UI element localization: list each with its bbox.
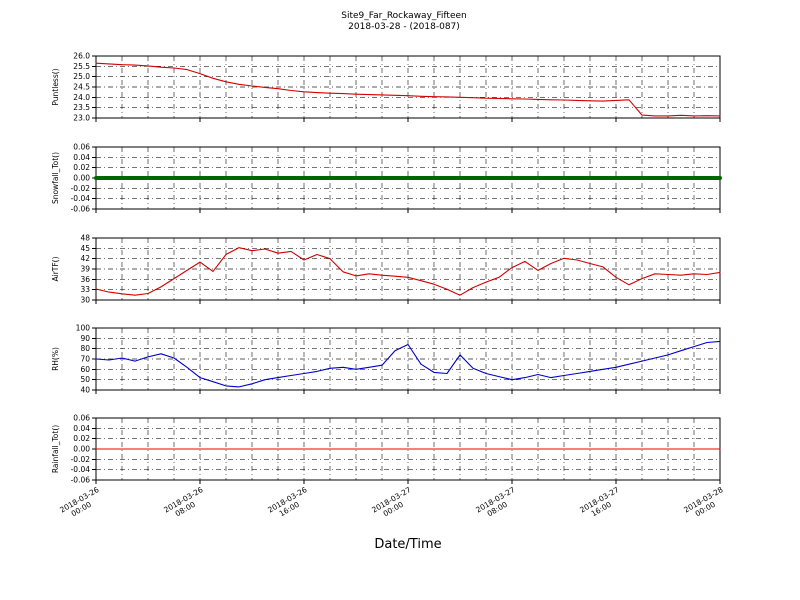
y-axis-label: AirTF()	[51, 256, 60, 281]
rainfall-tot-panel: 0.060.040.02 0.00-0.02-0.04 -0.06 Rainfall_…	[51, 414, 725, 519]
chart-subtitle: 2018-03-28 - (2018-087)	[348, 22, 460, 32]
y-tick-label: 0.04	[73, 424, 90, 433]
y-tick-label: 60	[80, 365, 90, 374]
y-tick-label: 36	[80, 275, 90, 284]
y-tick-label: 48	[80, 234, 90, 243]
y-axis-label: Snowfall_Tot()	[51, 152, 60, 204]
panel-frame	[95, 237, 721, 301]
y-tick-label: 25.5	[73, 62, 90, 71]
y-tick-label: -0.02	[71, 455, 91, 464]
y-tick-label: -0.04	[71, 194, 91, 203]
panel-frame	[95, 55, 721, 119]
y-tick-label: 26.0	[73, 52, 90, 61]
puntless-line	[95, 62, 721, 117]
y-tick-label: -0.02	[71, 184, 91, 193]
y-tick-label: -0.06	[71, 476, 91, 485]
y-tick-label: -0.06	[71, 205, 91, 214]
panels-group: 26.025.525.0 24.524.023.5 23.0 Puntless() 0.…	[51, 52, 725, 519]
y-tick-label: 0.02	[73, 434, 90, 443]
y-tick-label: 100	[76, 324, 91, 333]
y-tick-label: 70	[80, 355, 90, 364]
y-tick-label: 0.06	[73, 143, 90, 152]
y-tick-label: 39	[80, 265, 90, 274]
y-tick-label: 0.00	[73, 445, 90, 454]
y-tick-label: 24.5	[73, 83, 90, 92]
y-axis-label: Puntless()	[51, 68, 60, 105]
y-tick-label: 0.02	[73, 163, 90, 172]
y-tick-label: 80	[80, 344, 90, 353]
y-tick-label: 0.04	[73, 153, 90, 162]
y-tick-label: 25.0	[73, 72, 90, 81]
y-tick-label: 0.06	[73, 414, 90, 423]
y-axis-label: RH(%)	[51, 347, 60, 371]
snowfall-tot-panel: 0.060.040.02 0.00-0.02-0.04 -0.06 Snowfall_…	[51, 143, 722, 214]
x-axis-title: Date/Time	[374, 537, 441, 552]
puntless-panel: 26.025.525.0 24.524.023.5 23.0 Puntless()	[51, 52, 721, 123]
y-tick-label: 50	[80, 375, 90, 384]
y-tick-label: 23.0	[73, 114, 90, 123]
y-tick-label: 90	[80, 334, 90, 343]
y-tick-label: 33	[80, 285, 90, 294]
airtf-line	[95, 247, 721, 296]
y-tick-label: 30	[80, 296, 90, 305]
y-tick-label: -0.04	[71, 465, 91, 474]
y-axis-label: Rainfall_Tot()	[51, 425, 60, 473]
y-tick-label: 45	[80, 244, 90, 253]
y-tick-label: 40	[80, 386, 90, 395]
y-tick-label: 24.0	[73, 93, 90, 102]
y-tick-label: 42	[80, 254, 90, 263]
y-tick-label: 23.5	[73, 103, 90, 112]
chart-title: Site9_Far_Rockaway_Fifteen	[341, 11, 467, 21]
y-tick-label: 0.00	[73, 174, 90, 183]
rh-line	[95, 340, 721, 388]
